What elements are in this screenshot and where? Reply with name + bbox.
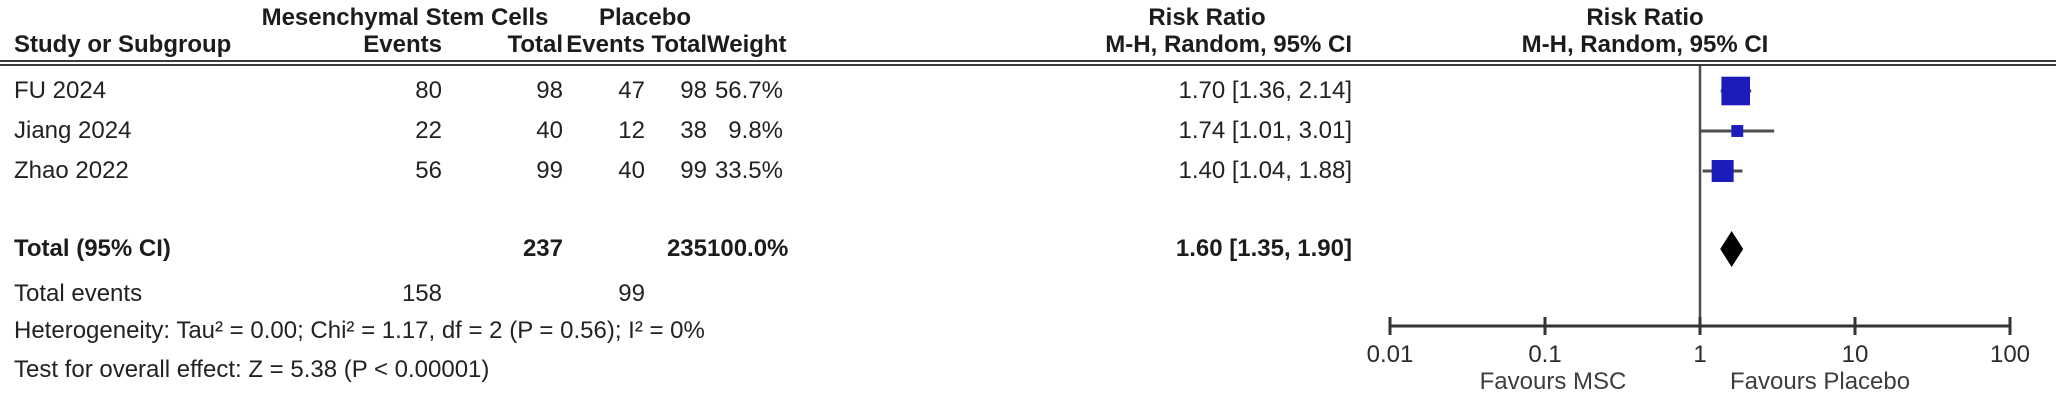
total-events-label: Total events [14, 280, 143, 307]
group2-header: Placebo [598, 4, 692, 31]
events2-cell: 47 [618, 77, 645, 104]
events2-cell: 99 [618, 280, 645, 307]
heterogeneity-stats: Heterogeneity: Tau² = 0.00; Chi² = 1.17,… [14, 317, 705, 344]
total1-cell: 40 [536, 117, 563, 144]
ci-column-header: M-H, Random, 95% CI [1105, 31, 1352, 58]
ci-text-cell: 1.70 [1.36, 2.14] [1178, 77, 1352, 104]
study-row: Jiang 2024 22 40 12 38 9.8% 1.74 [1.01, … [0, 117, 1352, 145]
axis-tick-label: 0.1 [1528, 341, 1561, 368]
study-label: Zhao 2022 [14, 157, 129, 184]
events1-cell: 80 [415, 77, 442, 104]
study-row: Zhao 2022 56 99 40 99 33.5% 1.40 [1.04, … [0, 157, 1352, 185]
total2-cell: 99 [680, 157, 707, 184]
weight-cell: 33.5% [714, 157, 783, 184]
plot-ci-method-header: M-H, Random, 95% CI [1521, 31, 1769, 58]
axis-tick-label: 10 [1842, 341, 1869, 368]
ci-text-cell: 1.60 [1.35, 1.90] [1175, 235, 1352, 262]
study-label: Jiang 2024 [14, 117, 132, 144]
total1-cell: 98 [536, 77, 563, 104]
group1-header: Mesenchymal Stem Cells [261, 4, 549, 31]
study-row: FU 2024 80 98 47 98 56.7% 1.70 [1.36, 2.… [0, 77, 1352, 105]
overall-effect-stats: Test for overall effect: Z = 5.38 (P < 0… [14, 356, 490, 383]
favours-right-label: Favours Placebo [1730, 368, 1910, 395]
total2-column-header: Total [651, 31, 707, 58]
study-label: FU 2024 [14, 77, 107, 104]
weight-column-header: Weight [707, 31, 787, 58]
column-header-row: Study or Subgroup Events Total Events To… [0, 31, 1352, 59]
axis-tick-label: 0.01 [1367, 341, 1414, 368]
events1-cell: 158 [401, 280, 442, 307]
risk-ratio-square [1731, 125, 1744, 137]
events2-column-header: Events [566, 31, 645, 58]
favours-left-label: Favours MSC [1480, 368, 1627, 395]
plot-measure-header: Risk Ratio [1586, 4, 1704, 31]
events2-cell: 12 [618, 117, 645, 144]
ci-text-cell: 1.74 [1.01, 3.01] [1178, 117, 1352, 144]
weight-cell: 9.8% [728, 117, 783, 144]
events2-cell: 40 [618, 157, 645, 184]
study-column-header: Study or Subgroup [14, 31, 232, 58]
axis-tick-label: 100 [1990, 341, 2030, 368]
events1-cell: 56 [415, 157, 442, 184]
risk-ratio-square [1711, 160, 1734, 182]
total2-cell: 235 [666, 235, 707, 262]
total-row: Total (95% CI) 237 235 100.0% 1.60 [1.35… [0, 235, 1352, 263]
total1-cell: 237 [522, 235, 563, 262]
weight-cell: 56.7% [714, 77, 783, 104]
total2-cell: 98 [680, 77, 707, 104]
total1-column-header: Total [507, 31, 563, 58]
risk-ratio-square [1721, 76, 1751, 106]
summary-diamond [1720, 231, 1744, 267]
total1-cell: 99 [536, 157, 563, 184]
weight-cell: 100.0% [707, 235, 789, 262]
total-events-row: Total events 158 99 [0, 280, 1352, 308]
events1-column-header: Events [363, 31, 442, 58]
total-label: Total (95% CI) [14, 235, 171, 262]
axis-tick-label: 1 [1693, 341, 1706, 368]
ci-text-cell: 1.40 [1.04, 1.88] [1178, 157, 1352, 184]
effect-measure-header: Risk Ratio [1148, 4, 1266, 31]
header-separator-line [0, 60, 2056, 66]
total2-cell: 38 [680, 117, 707, 144]
events1-cell: 22 [415, 117, 442, 144]
